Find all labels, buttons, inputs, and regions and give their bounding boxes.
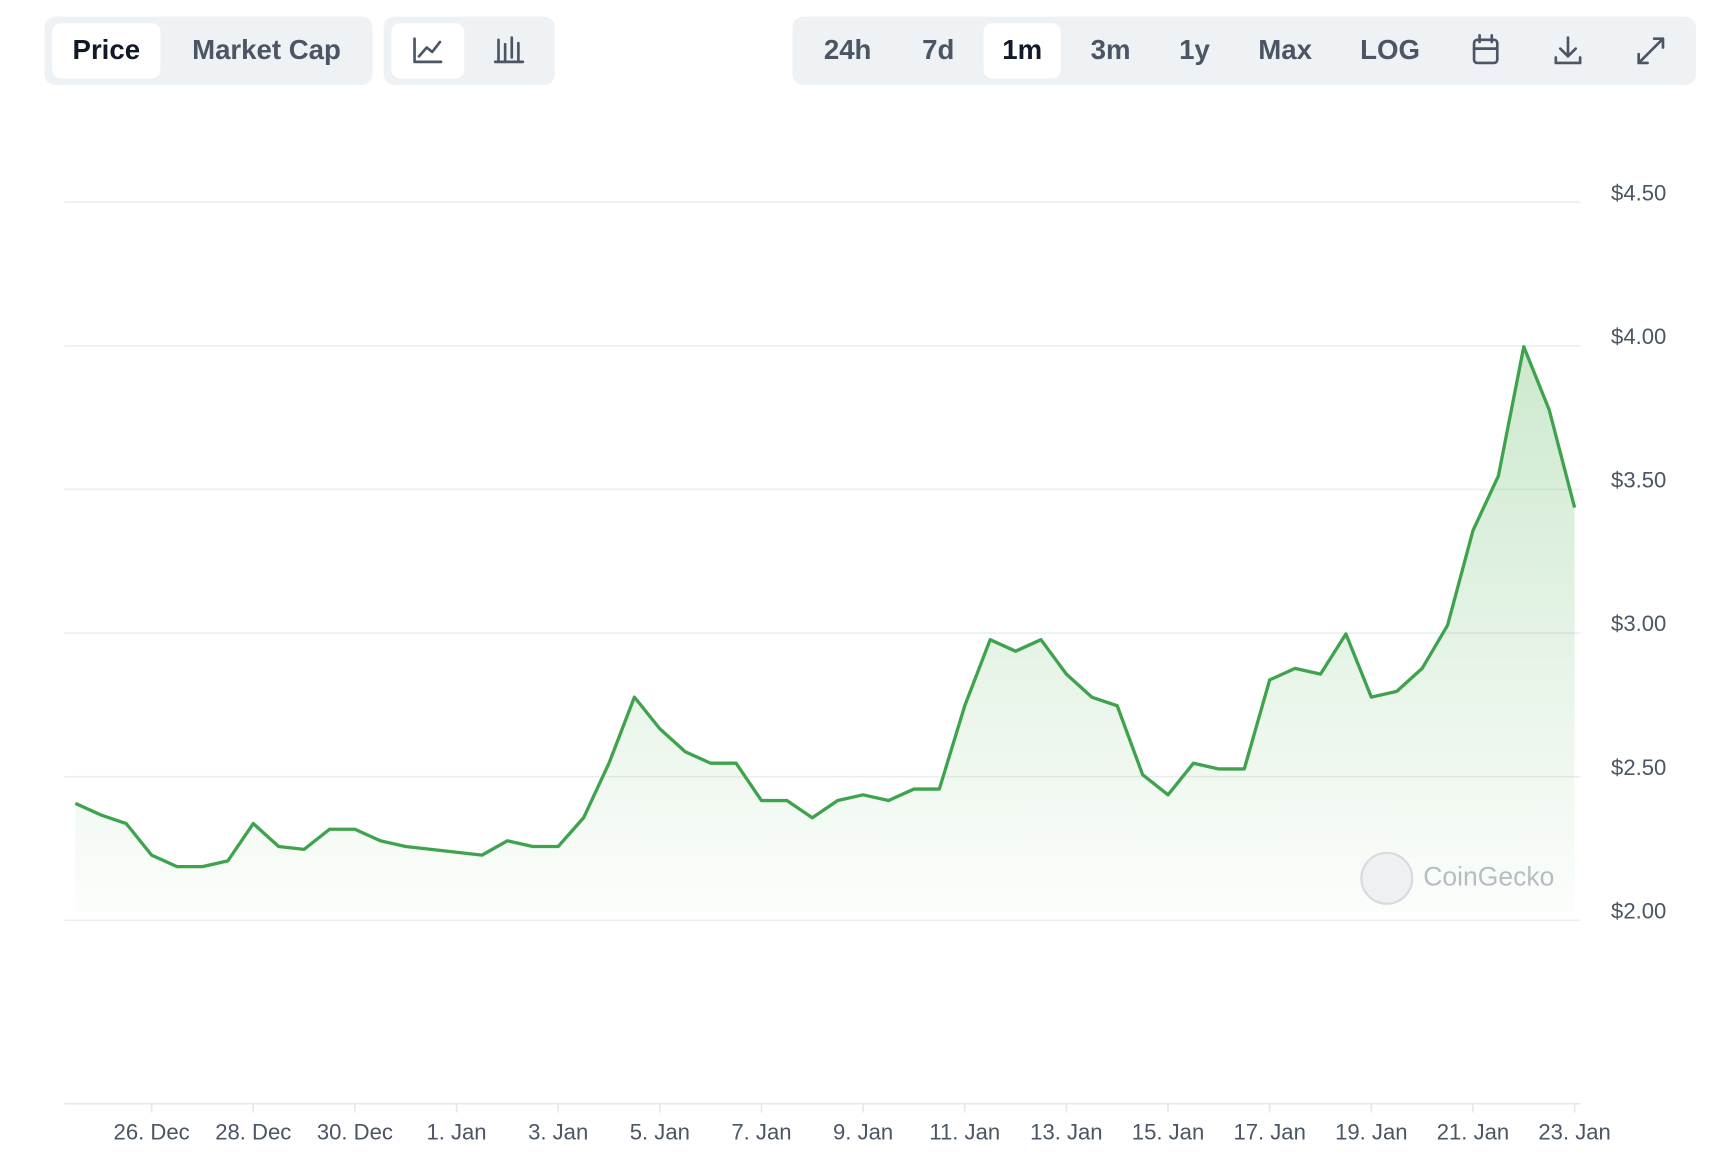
x-tick-label: 9. Jan xyxy=(833,1119,893,1144)
tab-selected-bg xyxy=(52,23,161,79)
x-tick-label: 17. Jan xyxy=(1233,1119,1305,1144)
download-button[interactable] xyxy=(1554,36,1582,65)
x-tick-label: 5. Jan xyxy=(630,1119,690,1144)
watermark: CoinGecko xyxy=(1423,861,1554,891)
tab-price[interactable]: Price xyxy=(73,34,141,65)
range-button[interactable]: 7d xyxy=(922,34,954,65)
y-tick-label: $2.50 xyxy=(1611,755,1666,780)
line-chart-button[interactable] xyxy=(391,23,465,79)
y-tick-label: $2.00 xyxy=(1611,898,1666,923)
price-line xyxy=(74,345,1577,869)
watermark-logo xyxy=(1360,851,1414,905)
x-tick-label: 19. Jan xyxy=(1335,1119,1407,1144)
range-selected-bg xyxy=(983,23,1061,79)
range-button[interactable]: 3m xyxy=(1091,34,1131,65)
x-tick-label: 3. Jan xyxy=(528,1119,588,1144)
candle-chart-button[interactable] xyxy=(493,36,525,64)
y-tick-label: $4.00 xyxy=(1611,324,1666,349)
x-tick-label: 15. Jan xyxy=(1132,1119,1204,1144)
y-tick-label: $3.50 xyxy=(1611,468,1666,493)
x-tick-label: 1. Jan xyxy=(426,1119,486,1144)
x-tick-label: 7. Jan xyxy=(731,1119,791,1144)
fullscreen-button[interactable] xyxy=(1637,37,1665,65)
x-tick-label: 30. Dec xyxy=(317,1119,393,1144)
x-tick-label: 26. Dec xyxy=(114,1119,190,1144)
tab-market-cap[interactable]: Market Cap xyxy=(192,34,341,65)
x-tick-label: 23. Jan xyxy=(1538,1119,1610,1144)
range-button[interactable]: 1y xyxy=(1179,34,1210,65)
range-button[interactable]: 1m xyxy=(1002,34,1042,65)
x-tick-label: 13. Jan xyxy=(1030,1119,1102,1144)
x-tick-label: 11. Jan xyxy=(929,1119,1000,1144)
range-button[interactable]: LOG xyxy=(1360,34,1420,65)
line-chart-icon xyxy=(413,37,443,64)
y-tick-label: $4.50 xyxy=(1611,180,1666,205)
x-tick-label: 28. Dec xyxy=(215,1119,291,1144)
range-button[interactable]: Max xyxy=(1258,34,1312,65)
price-area xyxy=(75,346,1575,913)
x-tick-label: 21. Jan xyxy=(1437,1119,1509,1144)
calendar-button[interactable] xyxy=(1472,34,1499,65)
range-button[interactable]: 24h xyxy=(824,34,872,65)
y-tick-label: $3.00 xyxy=(1611,611,1666,636)
